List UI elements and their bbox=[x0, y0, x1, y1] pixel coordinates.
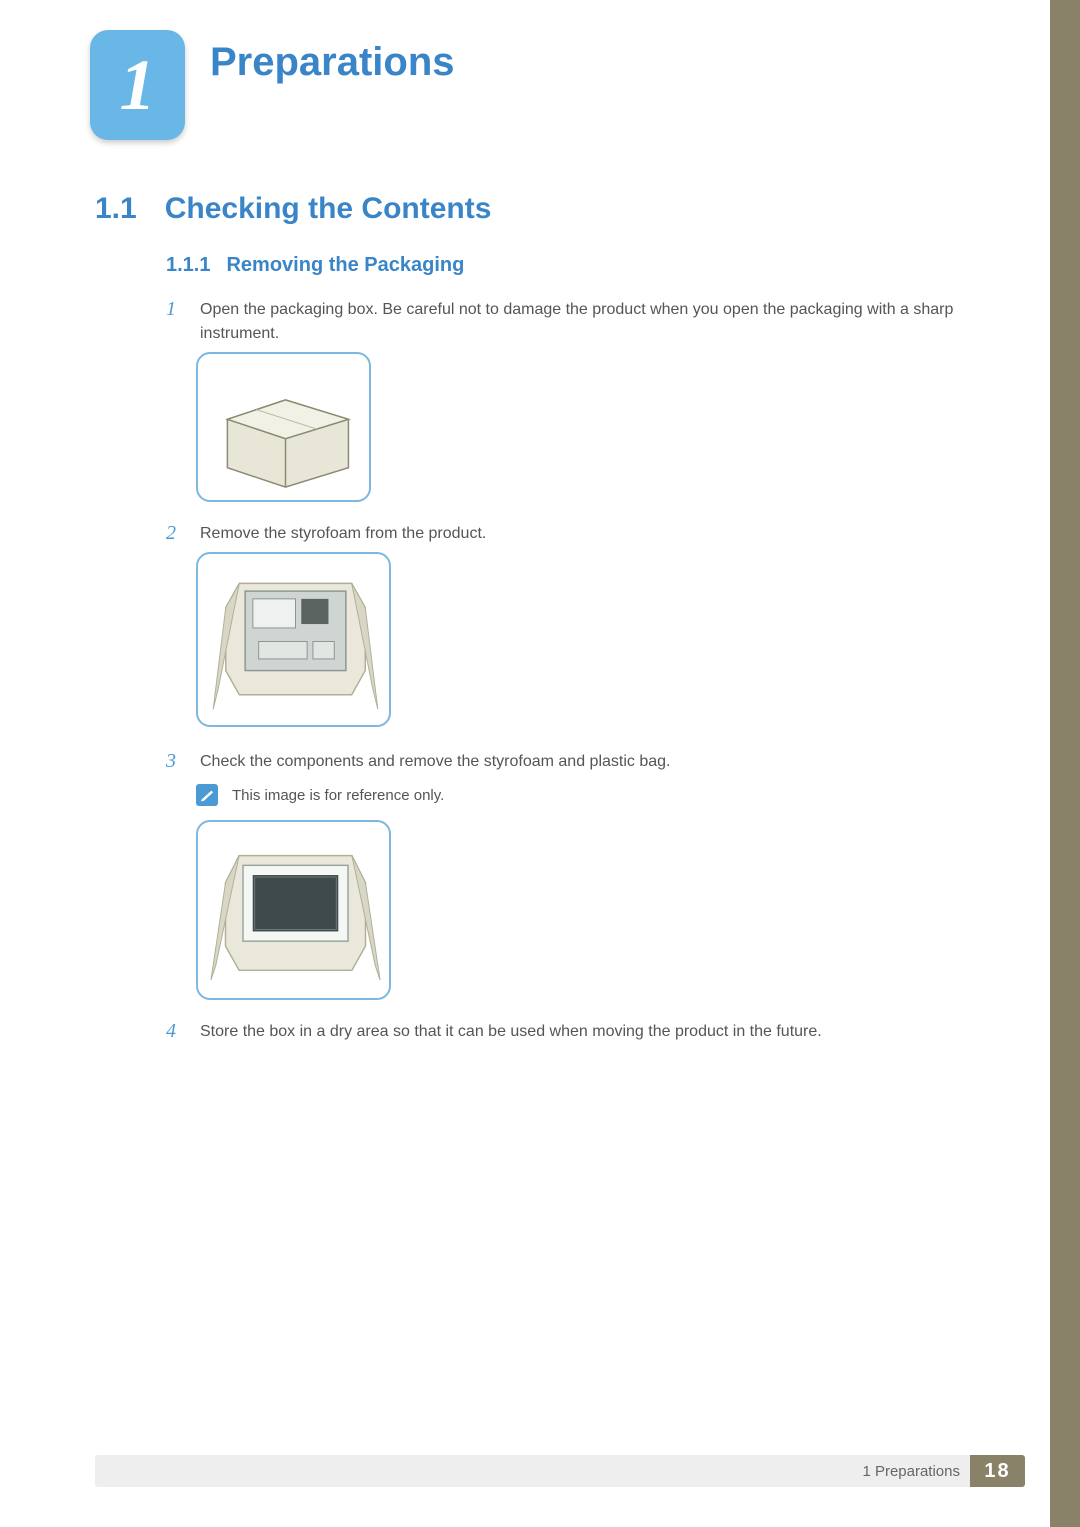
illustration-foam-out bbox=[196, 552, 391, 727]
section-title: Checking the Contents bbox=[165, 192, 492, 226]
section-heading: 1.1 Checking the Contents bbox=[95, 192, 491, 226]
note-row: This image is for reference only. bbox=[196, 784, 444, 806]
footer-bar: 1 Preparations 18 bbox=[95, 1455, 1025, 1487]
step-number: 2 bbox=[166, 522, 182, 546]
step-text: Open the packaging box. Be careful not t… bbox=[200, 298, 980, 346]
step-3: 3 Check the components and remove the st… bbox=[166, 750, 980, 774]
subsection-title: Removing the Packaging bbox=[226, 254, 464, 277]
right-accent-bar bbox=[1050, 0, 1080, 1527]
step-text: Check the components and remove the styr… bbox=[200, 750, 670, 774]
step-2: 2 Remove the styrofoam from the product. bbox=[166, 522, 980, 546]
foam-out-icon bbox=[208, 564, 383, 719]
footer-label: 1 Preparations bbox=[862, 1463, 960, 1480]
illustration-unpacked bbox=[196, 820, 391, 1000]
step-text: Store the box in a dry area so that it c… bbox=[200, 1020, 822, 1044]
chapter-title: Preparations bbox=[210, 40, 455, 85]
box-closed-icon bbox=[208, 364, 363, 494]
step-number: 3 bbox=[166, 750, 182, 774]
step-number: 1 bbox=[166, 298, 182, 346]
monitor-unpacked-icon bbox=[208, 832, 383, 992]
note-text: This image is for reference only. bbox=[232, 787, 444, 804]
step-text: Remove the styrofoam from the product. bbox=[200, 522, 486, 546]
chapter-tab: 1 bbox=[90, 30, 185, 140]
step-1: 1 Open the packaging box. Be careful not… bbox=[166, 298, 980, 346]
subsection-number: 1.1.1 bbox=[166, 254, 210, 277]
step-4: 4 Store the box in a dry area so that it… bbox=[166, 1020, 980, 1044]
note-icon bbox=[196, 784, 218, 806]
chapter-number: 1 bbox=[120, 44, 156, 127]
section-number: 1.1 bbox=[95, 192, 137, 226]
subsection-heading: 1.1.1 Removing the Packaging bbox=[166, 254, 464, 277]
illustration-box-closed bbox=[196, 352, 371, 502]
page-number-badge: 18 bbox=[970, 1455, 1025, 1487]
step-number: 4 bbox=[166, 1020, 182, 1044]
